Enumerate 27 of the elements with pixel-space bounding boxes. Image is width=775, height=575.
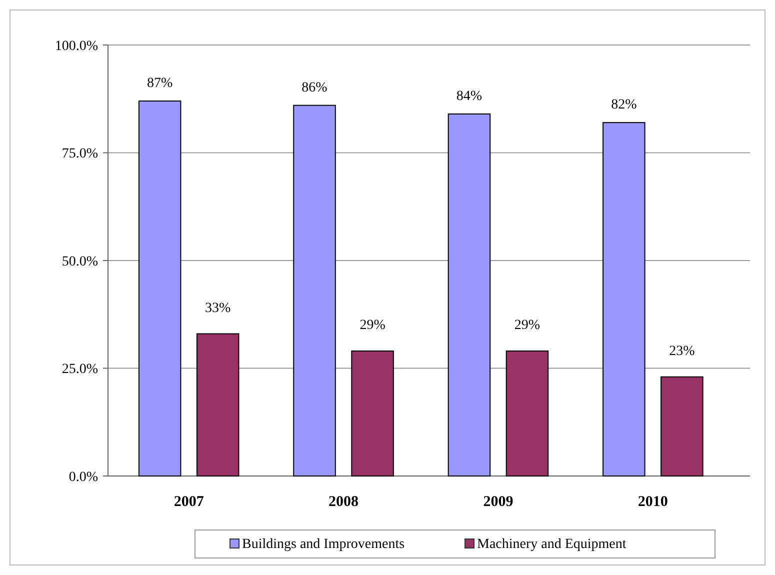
- x-tick-label: 2010: [638, 494, 668, 510]
- bar: [506, 350, 549, 476]
- data-label: 84%: [456, 88, 482, 104]
- y-tick-label: 50.0%: [62, 254, 98, 270]
- bar: [293, 104, 336, 476]
- data-label: 33%: [205, 300, 231, 316]
- data-label: 29%: [514, 318, 540, 334]
- data-label: 29%: [360, 318, 386, 334]
- y-tick-label: 0.0%: [68, 470, 98, 485]
- data-label: 23%: [669, 344, 696, 359]
- bar: [138, 100, 182, 476]
- x-tick-label: 2007: [174, 494, 204, 510]
- bar: [448, 113, 491, 476]
- y-tick-label: 100.0%: [54, 38, 98, 54]
- data-label: 82%: [611, 98, 638, 113]
- data-label: 87%: [146, 76, 173, 92]
- x-tick-label: 2009: [483, 494, 514, 510]
- x-tick-label: 2008: [328, 494, 359, 510]
- y-tick-label: 25.0%: [62, 362, 98, 378]
- bar: [602, 122, 646, 476]
- bar: [351, 350, 394, 476]
- legend-label: Machinery and Equipment: [477, 537, 626, 552]
- bar: [660, 376, 704, 476]
- data-label: 86%: [302, 80, 328, 96]
- bar: [196, 333, 240, 476]
- legend-label: Buildings and Improvements: [242, 537, 405, 552]
- y-tick-label: 75.0%: [62, 146, 98, 162]
